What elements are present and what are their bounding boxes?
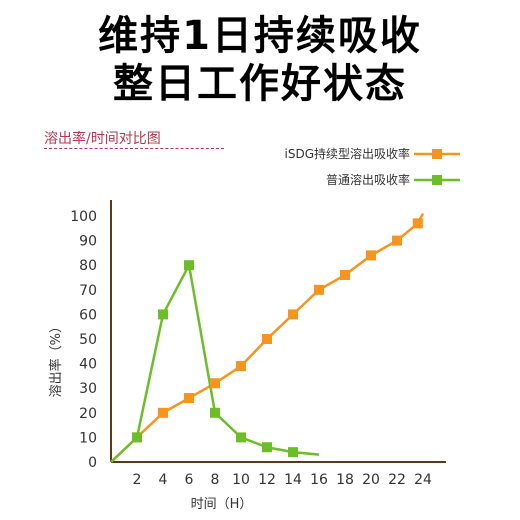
x-tick-label: 2 [133,472,142,488]
isdg-point [366,250,376,261]
isdg-point [210,378,220,389]
legend-marker [432,149,442,159]
headline-line-1: 维持1日持续吸收 [98,13,422,59]
x-tick-label: 18 [336,472,354,488]
x-tick-label: 4 [159,472,168,488]
normal-point [262,442,272,453]
x-axis-ticks: 2 4 6 8 10 12 14 16 18 20 22 24 [133,472,432,488]
x-tick-label: 14 [284,472,302,488]
y-axis-label: 溶出率（%） [48,320,64,397]
isdg-point [392,235,402,246]
y-tick-label: 40 [79,357,97,373]
normal-point [236,432,246,443]
isdg-point [158,407,168,418]
y-tick-label: 0 [88,455,97,471]
axes [110,200,446,463]
y-tick-label: 80 [79,258,97,274]
series-markers [132,218,423,458]
legend-marker [432,175,442,185]
x-tick-label: 20 [362,472,380,488]
normal-point [288,447,298,458]
x-axis-label: 时间（H） [191,497,253,512]
isdg-point [236,361,246,372]
x-tick-label: 22 [388,472,406,488]
x-tick-label: 8 [211,472,220,488]
normal-point [132,432,142,443]
x-tick-label: 10 [232,472,250,488]
normal-point [210,407,220,418]
x-tick-label: 6 [185,472,194,488]
chart-subtitle: 溶出率/时间对比图 [44,131,161,147]
y-tick-label: 90 [79,234,97,250]
y-tick-label: 100 [70,209,97,225]
y-tick-label: 60 [79,307,97,323]
legend-label: iSDG持续型溶出吸收率 [285,146,411,161]
x-tick-label: 12 [258,472,276,488]
y-tick-label: 50 [79,332,97,348]
isdg-point [412,218,423,229]
isdg-point [262,334,272,344]
x-tick-label: 24 [414,472,432,488]
y-tick-label: 70 [79,283,97,299]
y-tick-label: 20 [79,406,97,422]
headline-line-2: 整日工作好状态 [113,61,407,107]
normal-point [184,260,194,271]
legend-label: 普通溶出吸收率 [326,172,410,187]
normal-point [158,309,168,320]
subtitle-divider [44,148,224,149]
x-tick-label: 16 [310,472,328,488]
y-tick-label: 10 [79,430,97,446]
isdg-point [340,270,350,281]
y-axis-ticks: 0 10 20 30 40 50 60 70 80 90 100 [70,209,97,471]
y-tick-label: 30 [79,381,97,397]
isdg-point [314,284,324,295]
isdg-point [184,393,194,404]
isdg-point [288,309,298,320]
